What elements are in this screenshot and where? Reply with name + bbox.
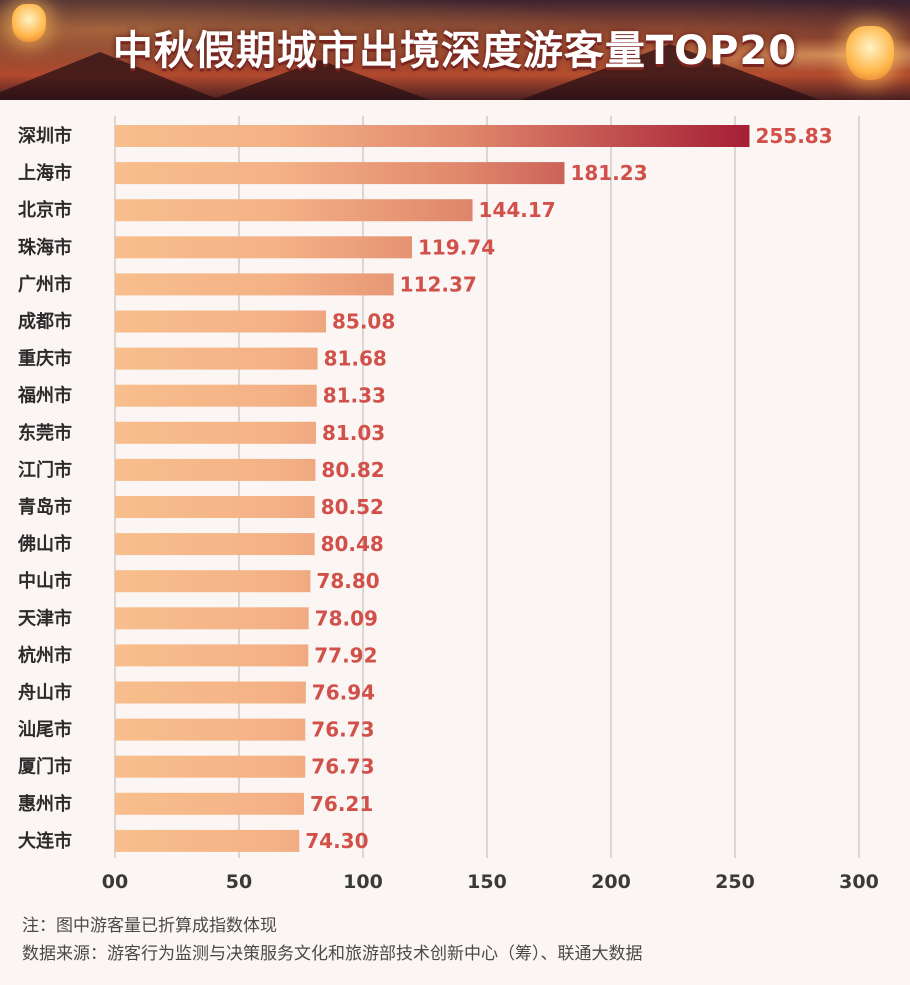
footnote-note: 注：图中游客量已折算成指数体现 (22, 916, 277, 936)
x-tick-label: 100 (343, 871, 383, 893)
category-label: 佛山市 (17, 533, 72, 555)
category-label: 厦门市 (18, 756, 72, 778)
bar (115, 199, 473, 222)
category-label: 北京市 (18, 199, 72, 221)
category-label: 珠海市 (18, 236, 72, 258)
x-tick-label: 200 (591, 871, 631, 893)
value-label: 74.30 (305, 829, 368, 853)
footnote-source: 数据来源：游客行为监测与决策服务文化和旅游部技术创新中心（筹）、联通大数据 (22, 944, 643, 964)
bar (115, 458, 316, 481)
gridlines (114, 116, 860, 858)
bar (115, 421, 316, 444)
value-label: 255.83 (755, 124, 832, 148)
bar (115, 310, 326, 333)
value-label: 85.08 (332, 310, 395, 334)
bar (115, 125, 750, 147)
bar-chart: 深圳市上海市北京市珠海市广州市成都市重庆市福州市东莞市江门市青岛市佛山市中山市天… (17, 116, 879, 893)
value-label: 80.48 (321, 532, 384, 556)
category-labels: 深圳市上海市北京市珠海市广州市成都市重庆市福州市东莞市江门市青岛市佛山市中山市天… (17, 125, 72, 852)
category-label: 成都市 (18, 311, 72, 333)
header-banner: 中秋假期城市出境深度游客量TOP20 (0, 0, 910, 100)
category-label: 惠州市 (18, 793, 72, 815)
roof-decoration (0, 52, 220, 100)
category-label: 江门市 (18, 459, 72, 481)
x-tick-label: 250 (715, 871, 755, 893)
category-label: 东莞市 (18, 422, 72, 444)
value-label: 76.73 (311, 718, 374, 742)
x-axis-tick-labels: 00 50 100 150 200 250 300 (102, 871, 879, 893)
category-label: 重庆市 (18, 348, 72, 370)
category-label: 深圳市 (18, 125, 72, 147)
bar (115, 236, 412, 259)
value-label: 76.94 (312, 681, 375, 705)
category-label: 上海市 (18, 162, 72, 184)
bar (115, 792, 305, 815)
value-label: 81.03 (322, 421, 385, 445)
bar (115, 829, 300, 852)
value-label: 76.21 (310, 792, 373, 816)
bar (115, 607, 309, 630)
bar (115, 496, 315, 518)
bar (115, 644, 309, 667)
lantern-icon (12, 4, 46, 42)
roof-decoration (520, 44, 820, 100)
bar (115, 347, 318, 370)
bar (115, 570, 311, 593)
value-label: 80.82 (321, 458, 384, 482)
x-tick-label: 50 (226, 871, 252, 893)
value-label: 181.23 (570, 161, 647, 185)
x-tick-label: 300 (839, 871, 879, 893)
lantern-icon (846, 26, 894, 80)
value-label: 78.80 (316, 569, 379, 593)
category-label: 大连市 (18, 830, 72, 852)
bar (115, 384, 317, 407)
footnotes: 注：图中游客量已折算成指数体现 数据来源：游客行为监测与决策服务文化和旅游部技术… (22, 912, 643, 968)
value-label: 80.52 (321, 495, 384, 519)
bar (115, 718, 306, 741)
category-label: 广州市 (18, 273, 72, 295)
page-title: 中秋假期城市出境深度游客量TOP20 (112, 28, 798, 74)
value-label: 78.09 (315, 606, 378, 630)
category-label: 舟山市 (18, 682, 72, 704)
category-label: 青岛市 (18, 496, 72, 518)
roof-decoration (210, 60, 430, 100)
bars (115, 125, 750, 852)
category-label: 天津市 (18, 607, 72, 629)
value-label: 119.74 (418, 235, 495, 259)
x-tick-label: 150 (467, 871, 507, 893)
value-label: 81.33 (323, 384, 386, 408)
value-label: 144.17 (479, 198, 556, 222)
x-tick-label: 00 (102, 871, 128, 893)
bar (115, 755, 306, 778)
value-label: 77.92 (314, 643, 377, 667)
category-label: 中山市 (18, 570, 72, 592)
bar (115, 162, 565, 185)
bar (115, 273, 394, 296)
value-label: 76.73 (311, 755, 374, 779)
category-label: 汕尾市 (18, 719, 72, 741)
bar (115, 681, 306, 704)
category-label: 杭州市 (18, 644, 72, 666)
value-label: 81.68 (324, 347, 387, 371)
bar (115, 533, 315, 556)
value-label: 112.37 (400, 272, 477, 296)
category-label: 福州市 (17, 385, 72, 407)
